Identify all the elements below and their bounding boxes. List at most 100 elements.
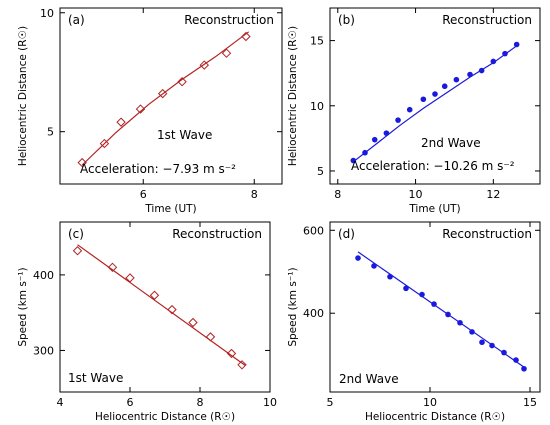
- data-point: [406, 106, 413, 113]
- wave-label: 1st Wave: [68, 371, 123, 385]
- data-point: [419, 291, 425, 298]
- x-tick-label: 10: [423, 396, 437, 409]
- data-point: [383, 130, 390, 136]
- data-point: [502, 50, 508, 57]
- x-tick-label: 8: [251, 188, 258, 201]
- data-point: [371, 263, 377, 269]
- x-axis-label: Time (UT): [408, 203, 460, 215]
- data-point: [116, 117, 126, 127]
- x-axis-label: Heliocentric Distance (R☉): [95, 411, 235, 423]
- axes-frame: [329, 221, 541, 393]
- data-point: [387, 273, 393, 280]
- data-point: [457, 319, 463, 326]
- y-tick-label: 400: [33, 269, 54, 282]
- x-axis-label: Time (UT): [144, 203, 196, 215]
- panel-letter: (c): [68, 227, 84, 241]
- panel-c: 4 6 8 10 300 400 Heliocentric Distance (R☉) Spe…: [17, 221, 277, 423]
- data-point: [362, 149, 368, 156]
- data-point: [371, 136, 378, 143]
- data-point: [513, 357, 519, 363]
- panel-title: Reconstruction: [442, 13, 532, 27]
- data-point: [521, 365, 527, 372]
- x-tick-label: 4: [57, 396, 64, 409]
- data-point: [237, 360, 247, 370]
- y-axis-label: Heliocentric Distance (R☉): [17, 26, 29, 166]
- y-tick-label: 5: [317, 165, 324, 178]
- y-tick-label: 600: [303, 224, 324, 237]
- data-point: [188, 317, 198, 328]
- data-point: [99, 138, 110, 149]
- panel-letter: (a): [68, 13, 85, 27]
- acceleration-annotation: Acceleration: −10.26 m s⁻²: [351, 159, 515, 173]
- data-point: [513, 41, 520, 48]
- data-point: [226, 348, 237, 359]
- x-tick-label: 8: [197, 396, 204, 409]
- panel-letter: (d): [338, 227, 355, 241]
- y-axis-label: Heliocentric Distance (R☉): [287, 26, 299, 166]
- data-point: [72, 246, 83, 256]
- data-point: [441, 83, 448, 90]
- wave-label: 2nd Wave: [339, 372, 399, 386]
- data-point: [157, 88, 168, 99]
- fit-line: [357, 251, 525, 368]
- x-tick-label: 12: [486, 188, 500, 201]
- data-point: [355, 255, 361, 261]
- data-point: [395, 117, 401, 123]
- y-tick-label: 400: [303, 307, 324, 320]
- data-point: [445, 311, 451, 318]
- data-point: [490, 58, 497, 65]
- x-tick-label: 6: [140, 188, 147, 201]
- data-point: [107, 262, 118, 273]
- data-point: [167, 304, 177, 315]
- panel-title: Reconstruction: [172, 227, 262, 241]
- data-point: [453, 76, 460, 83]
- data-point: [135, 104, 146, 114]
- data-point: [479, 339, 485, 346]
- data-point: [469, 329, 475, 335]
- x-tick-label: 10: [263, 396, 277, 409]
- panel-letter: (b): [338, 13, 355, 27]
- data-point: [125, 273, 135, 283]
- data-point: [403, 285, 409, 292]
- panel-d: 5 10 15 400 600 Heliocentric Distance (R☉) Spe…: [287, 221, 541, 423]
- x-tick-label: 5: [327, 396, 334, 409]
- data-point: [199, 60, 210, 70]
- panel-a: 6 8 5 10 Time (UT) Heliocentric Distance (R☉)…: [17, 7, 283, 215]
- axes-frame: [59, 221, 271, 393]
- data-point: [501, 349, 507, 356]
- fit-line: [352, 45, 518, 163]
- axes-frame: [329, 7, 541, 185]
- data-point: [350, 157, 357, 164]
- data-point: [77, 157, 87, 168]
- data-point: [177, 77, 187, 87]
- panel-title: Reconstruction: [184, 13, 274, 27]
- data-point: [205, 332, 216, 342]
- data-point: [221, 48, 232, 58]
- wave-label: 1st Wave: [157, 128, 212, 142]
- x-tick-label: 6: [127, 396, 134, 409]
- y-tick-label: 5: [47, 126, 54, 139]
- panel-title: Reconstruction: [442, 227, 532, 241]
- data-point: [432, 91, 438, 97]
- data-point: [431, 301, 437, 307]
- axes-frame: [59, 7, 283, 185]
- x-tick-label: 15: [523, 396, 537, 409]
- fit-line: [77, 244, 246, 367]
- y-tick-label: 10: [40, 7, 54, 20]
- data-point: [149, 290, 160, 300]
- x-tick-label: 8: [334, 188, 341, 201]
- data-point: [478, 67, 485, 74]
- data-point: [241, 31, 251, 42]
- y-tick-label: 15: [310, 35, 324, 48]
- y-tick-label: 10: [310, 100, 324, 113]
- x-axis-label: Heliocentric Distance (R☉): [365, 411, 505, 423]
- acceleration-annotation: Acceleration: −7.93 m s⁻²: [80, 162, 236, 176]
- y-axis-label: Speed (km s⁻¹): [287, 267, 299, 346]
- y-tick-label: 300: [33, 344, 54, 357]
- data-point: [420, 96, 427, 103]
- x-tick-label: 10: [409, 188, 423, 201]
- data-point: [467, 71, 473, 78]
- data-point: [489, 342, 495, 349]
- y-axis-label: Speed (km s⁻¹): [17, 267, 29, 346]
